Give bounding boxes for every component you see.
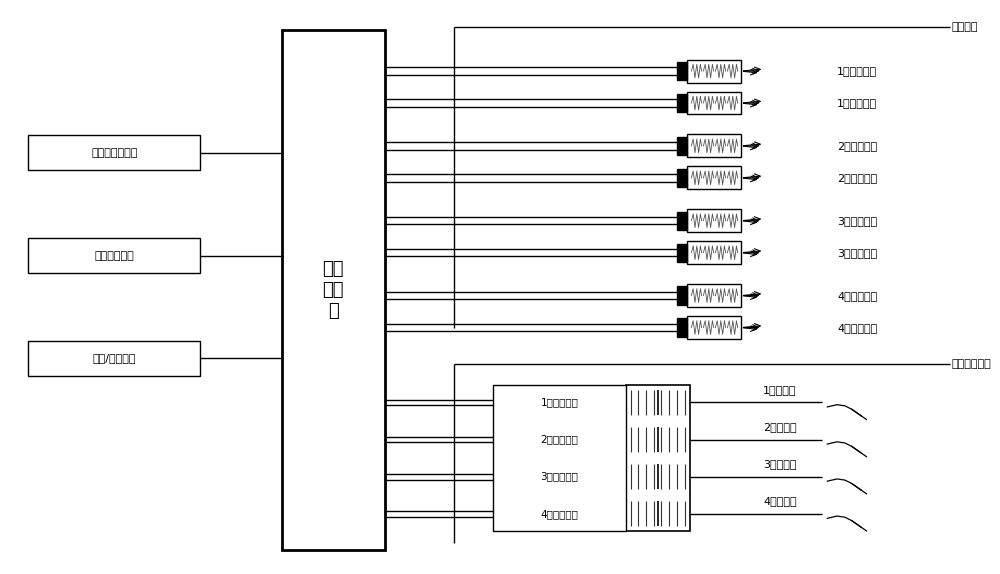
- Bar: [28, 135, 200, 170]
- Bar: [687, 316, 741, 339]
- Text: 2缸火花塞: 2缸火花塞: [763, 422, 797, 432]
- Text: 喷嘴电源: 喷嘴电源: [952, 22, 978, 32]
- Bar: [687, 284, 741, 307]
- Text: 2缸甲醇喷嘴: 2缸甲醇喷嘴: [837, 141, 877, 151]
- Bar: [626, 385, 690, 532]
- Bar: [677, 137, 687, 155]
- Bar: [282, 30, 385, 550]
- Text: 4缸甲醇喷嘴: 4缸甲醇喷嘴: [837, 290, 877, 301]
- Bar: [677, 319, 687, 337]
- Text: 点火线圈电源: 点火线圈电源: [952, 359, 992, 369]
- Text: 冷却液温度参数: 冷却液温度参数: [91, 148, 138, 158]
- Text: 3缸点火线圈: 3缸点火线圈: [540, 472, 578, 482]
- Text: 2缸江油喷嘴: 2缸江油喷嘴: [837, 173, 877, 183]
- Bar: [687, 210, 741, 232]
- Bar: [687, 166, 741, 189]
- Text: 4缸火花塞: 4缸火花塞: [763, 496, 797, 506]
- Bar: [687, 241, 741, 264]
- Text: 电子
控制
器: 电子 控制 器: [322, 260, 344, 320]
- Bar: [677, 286, 687, 305]
- Text: 1缸火花塞: 1缸火花塞: [763, 385, 797, 395]
- Bar: [677, 243, 687, 262]
- Bar: [687, 60, 741, 83]
- Bar: [677, 212, 687, 230]
- Bar: [687, 92, 741, 114]
- Bar: [28, 238, 200, 273]
- Text: 1缸甲醇喷嘴: 1缸甲醇喷嘴: [837, 66, 877, 76]
- Bar: [677, 169, 687, 187]
- Text: 4缸江油喷嘴: 4缸江油喷嘴: [837, 323, 877, 332]
- Text: 3缸火花塞: 3缸火花塞: [763, 459, 797, 469]
- Text: 进气温度参数: 进气温度参数: [95, 251, 134, 261]
- Text: 4缸点火线圈: 4缸点火线圈: [540, 509, 578, 519]
- Text: 启动/停机信号: 启动/停机信号: [93, 354, 136, 363]
- Bar: [677, 62, 687, 80]
- Text: 2缸点火线圈: 2缸点火线圈: [540, 435, 578, 444]
- Bar: [677, 94, 687, 112]
- Text: 3缸江油喷嘴: 3缸江油喷嘴: [837, 248, 877, 258]
- Text: 3缸甲醇喷嘴: 3缸甲醇喷嘴: [837, 216, 877, 226]
- Text: 1缸点火线圈: 1缸点火线圈: [540, 397, 578, 408]
- Bar: [493, 385, 626, 532]
- Bar: [28, 341, 200, 376]
- Text: 1缸江油喷嘴: 1缸江油喷嘴: [837, 98, 877, 108]
- Bar: [687, 134, 741, 157]
